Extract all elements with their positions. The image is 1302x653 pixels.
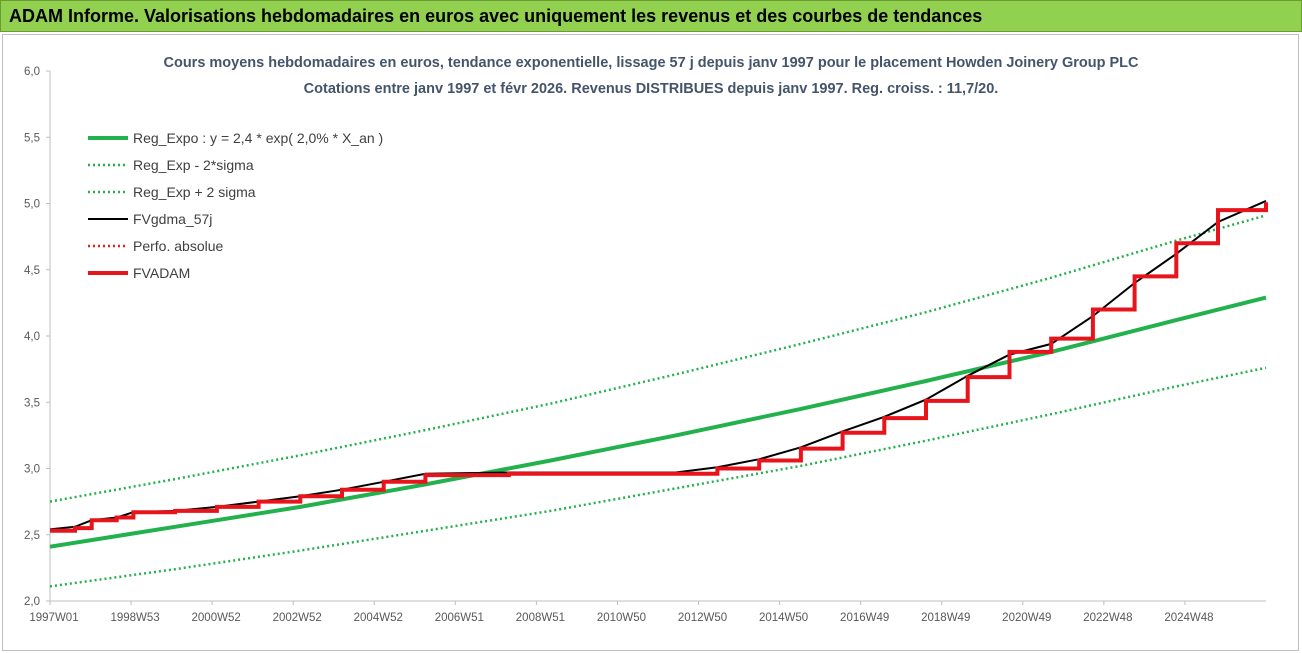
x-tick-label: 2012W50 xyxy=(678,612,727,624)
y-tick-label: 3,5 xyxy=(24,397,40,409)
x-tick-label: 2004W52 xyxy=(354,612,403,624)
legend-label-3: FVgdma_57j xyxy=(133,211,212,227)
x-tick-label: 2008W51 xyxy=(516,612,565,624)
chart-subtitle-line-1: Cours moyens hebdomadaires en euros, ten… xyxy=(163,55,1139,71)
legend: Reg_Expo : y = 2,4 * exp( 2,0% * X_an ) R… xyxy=(88,130,383,281)
axes: 2,0 2,5 3,0 3,5 4,0 4,5 5,0 5,5 6,0 1997W01 1998W5… xyxy=(24,66,1266,624)
legend-label-5: FVADAM xyxy=(133,265,190,281)
chart-svg: Cours moyens hebdomadaires en euros, ten… xyxy=(24,55,1268,624)
series-line-1 xyxy=(49,366,1267,588)
legend-label-1: Reg_Exp - 2*sigma xyxy=(133,157,254,173)
x-tick-label: 2006W51 xyxy=(435,612,484,624)
report-title: ADAM Informe. Valorisations hebdomadaire… xyxy=(9,5,983,26)
legend-label-4: Perfo. absolue xyxy=(133,238,223,254)
x-tick-label: 2002W52 xyxy=(273,612,322,624)
x-tick-label: 2018W49 xyxy=(921,612,970,624)
x-tick-label: 2014W50 xyxy=(759,612,808,624)
legend-label-2: Reg_Exp + 2 sigma xyxy=(133,184,256,200)
chart-subtitle-line-2: Cotations entre janv 1997 et févr 2026. … xyxy=(304,81,999,97)
series-line-3 xyxy=(49,199,1267,531)
y-tick-label: 4,5 xyxy=(24,265,40,277)
y-tick-label: 2,5 xyxy=(24,530,40,542)
x-tick-label: 2010W50 xyxy=(597,612,646,624)
x-tick-label: 2020W49 xyxy=(1002,612,1051,624)
series-line-0 xyxy=(49,295,1267,549)
y-tick-label: 6,0 xyxy=(24,66,40,78)
chart-frame: Cours moyens hebdomadaires en euros, ten… xyxy=(2,34,1299,651)
plot-area xyxy=(49,199,1268,588)
x-tick-label: 2016W49 xyxy=(840,612,889,624)
x-tick-label: 1998W53 xyxy=(110,612,159,624)
x-tick-label: 2024W48 xyxy=(1164,612,1213,624)
legend-label-0: Reg_Expo : y = 2,4 * exp( 2,0% * X_an ) xyxy=(133,130,383,146)
series-line-2 xyxy=(49,214,1267,503)
y-tick-label: 2,0 xyxy=(24,596,40,608)
y-tick-label: 5,5 xyxy=(24,132,40,144)
title-bar: ADAM Informe. Valorisations hebdomadaire… xyxy=(0,0,1302,32)
x-tick-label: 1997W01 xyxy=(29,612,78,624)
x-tick-label: 2000W52 xyxy=(192,612,241,624)
y-tick-label: 5,0 xyxy=(24,199,40,211)
y-tick-label: 3,0 xyxy=(24,464,40,476)
y-tick-label: 4,0 xyxy=(24,331,40,343)
x-tick-label: 2022W48 xyxy=(1083,612,1132,624)
series-line-5 xyxy=(50,202,1268,533)
